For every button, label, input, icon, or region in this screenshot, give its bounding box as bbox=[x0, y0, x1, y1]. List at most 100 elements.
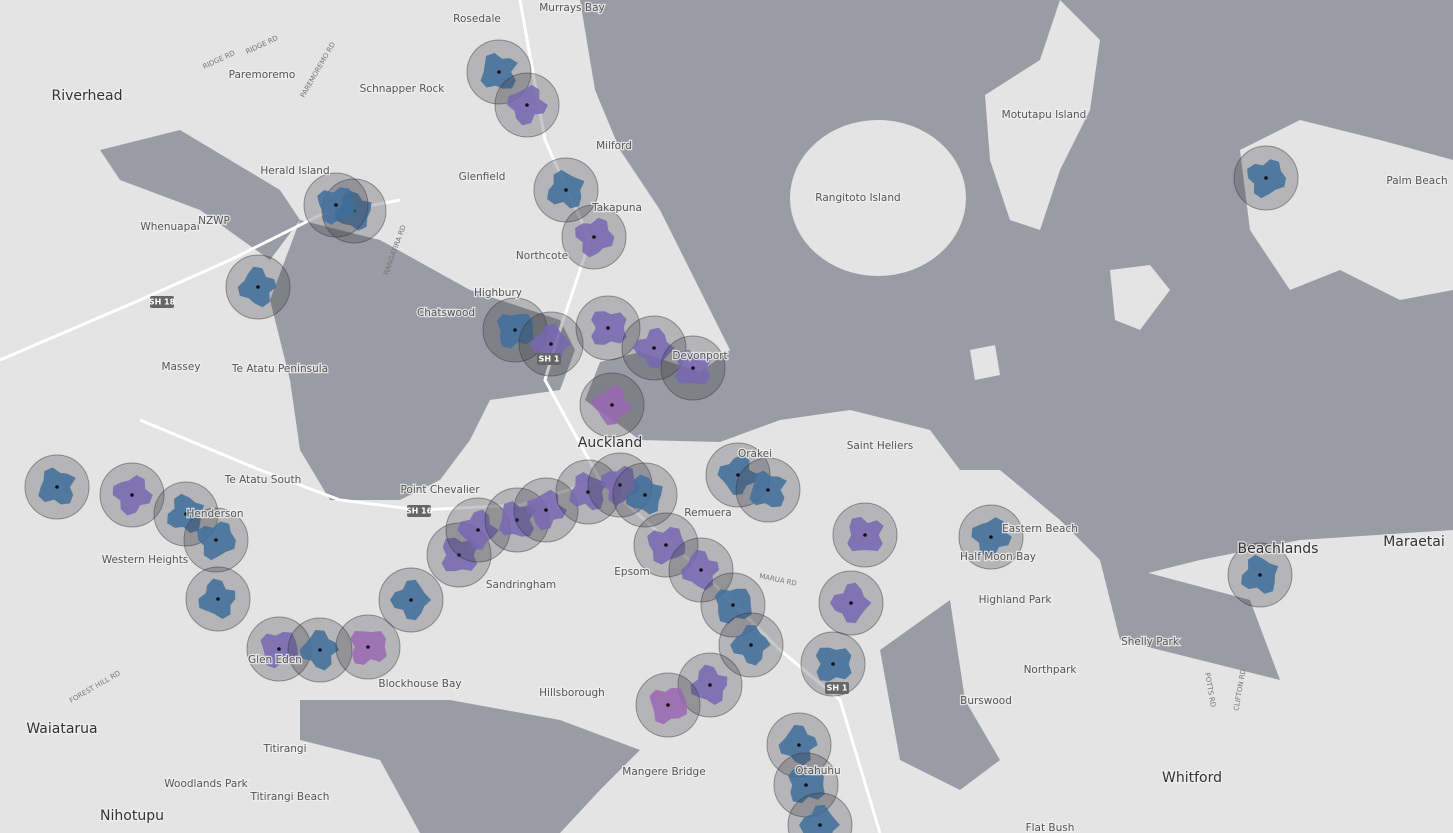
place-label: Titirangi bbox=[262, 743, 306, 755]
city-label: Beachlands bbox=[1238, 541, 1319, 557]
stop bbox=[318, 648, 322, 652]
stop bbox=[515, 518, 519, 522]
place-label: Northcote bbox=[516, 250, 568, 262]
city-label: Nihotupu bbox=[100, 808, 164, 824]
city-label: Riverhead bbox=[52, 88, 123, 104]
stop bbox=[525, 103, 529, 107]
highway-shield bbox=[825, 682, 849, 694]
place-label: Te Atatu Peninsula bbox=[231, 363, 328, 375]
stop bbox=[766, 488, 770, 492]
stop bbox=[216, 597, 220, 601]
stop bbox=[749, 643, 753, 647]
place-label: Burswood bbox=[960, 695, 1012, 707]
place-label: Rangitoto Island bbox=[815, 192, 900, 204]
stop bbox=[366, 645, 370, 649]
stop bbox=[699, 568, 703, 572]
stop bbox=[797, 743, 801, 747]
stop bbox=[334, 203, 338, 207]
place-label: Milford bbox=[596, 140, 632, 152]
stop bbox=[849, 601, 853, 605]
place-label: Highland Park bbox=[979, 594, 1053, 606]
stop bbox=[564, 188, 568, 192]
stop bbox=[643, 493, 647, 497]
stop bbox=[989, 535, 993, 539]
stop bbox=[818, 823, 822, 827]
stop bbox=[1264, 176, 1268, 180]
place-label: Hillsborough bbox=[539, 687, 605, 699]
city-label: Auckland bbox=[578, 435, 642, 451]
place-label: Otahuhu bbox=[795, 765, 840, 777]
place-label: Glenfield bbox=[459, 171, 506, 183]
harbour bbox=[100, 130, 1280, 833]
stop bbox=[513, 328, 517, 332]
stop bbox=[409, 598, 413, 602]
stop bbox=[652, 346, 656, 350]
stop bbox=[618, 483, 622, 487]
place-label: Woodlands Park bbox=[164, 778, 248, 790]
highway-shield bbox=[150, 296, 174, 308]
stop bbox=[736, 473, 740, 477]
stop bbox=[214, 538, 218, 542]
place-label: Remuera bbox=[684, 507, 731, 519]
place-label: Chatswood bbox=[417, 307, 475, 319]
place-label: Western Heights bbox=[102, 554, 189, 566]
place-label: Massey bbox=[161, 361, 200, 373]
place-label: Paremoremo bbox=[229, 69, 296, 81]
place-label: Highbury bbox=[474, 287, 522, 299]
place-label: Herald Island bbox=[260, 165, 329, 177]
stop bbox=[476, 528, 480, 532]
place-label: Murrays Bay bbox=[539, 2, 604, 14]
stop bbox=[731, 603, 735, 607]
stop bbox=[1258, 573, 1262, 577]
stop bbox=[804, 783, 808, 787]
stop bbox=[544, 508, 548, 512]
place-label: Rosedale bbox=[453, 13, 501, 25]
stop bbox=[863, 533, 867, 537]
stop bbox=[130, 493, 134, 497]
highway-shield bbox=[537, 353, 561, 365]
place-label: Point Chevalier bbox=[400, 484, 480, 496]
place-label: Shelly Park bbox=[1121, 636, 1180, 648]
city-label: Maraetai bbox=[1383, 534, 1445, 550]
highway-label: SH 16 bbox=[406, 507, 433, 516]
place-label: Schnapper Rock bbox=[360, 83, 446, 95]
highway-label: SH 1 bbox=[539, 355, 560, 364]
stop bbox=[666, 703, 670, 707]
place-label: Devonport bbox=[672, 350, 727, 362]
stop bbox=[606, 326, 610, 330]
place-label: Epsom bbox=[614, 566, 649, 578]
stop bbox=[497, 70, 501, 74]
place-label: Whenuapai bbox=[140, 221, 199, 233]
stop bbox=[457, 553, 461, 557]
stop bbox=[610, 403, 614, 407]
place-label: Henderson bbox=[186, 508, 243, 520]
stop bbox=[664, 543, 668, 547]
stop bbox=[256, 285, 260, 289]
stop bbox=[55, 485, 59, 489]
place-label: Titirangi Beach bbox=[250, 791, 330, 803]
place-label: Orakei bbox=[738, 448, 772, 460]
highway-label: SH 1 bbox=[827, 684, 848, 693]
place-label: Half Moon Bay bbox=[960, 551, 1036, 563]
stop bbox=[592, 235, 596, 239]
place-label: Eastern Beach bbox=[1002, 523, 1078, 535]
stop bbox=[586, 490, 590, 494]
place-label: Blockhouse Bay bbox=[378, 678, 461, 690]
stop bbox=[184, 512, 188, 516]
place-label: Palm Beach bbox=[1386, 175, 1447, 187]
stop bbox=[277, 647, 281, 651]
place-label: Sandringham bbox=[486, 579, 556, 591]
place-label: Mangere Bridge bbox=[622, 766, 705, 778]
place-label: Northpark bbox=[1024, 664, 1078, 676]
highway-label: SH 18 bbox=[149, 298, 176, 307]
stop bbox=[549, 342, 553, 346]
airport-label: NZWP bbox=[198, 215, 230, 227]
city-label: Whitford bbox=[1162, 770, 1222, 786]
city-label: Waiatarua bbox=[26, 721, 97, 737]
place-label: Flat Bush bbox=[1026, 822, 1075, 833]
stop bbox=[708, 683, 712, 687]
isochrone bbox=[799, 804, 840, 833]
highway-shield bbox=[407, 505, 431, 517]
place-label: Glen Eden bbox=[248, 654, 302, 666]
place-label: Takapuna bbox=[591, 202, 642, 214]
